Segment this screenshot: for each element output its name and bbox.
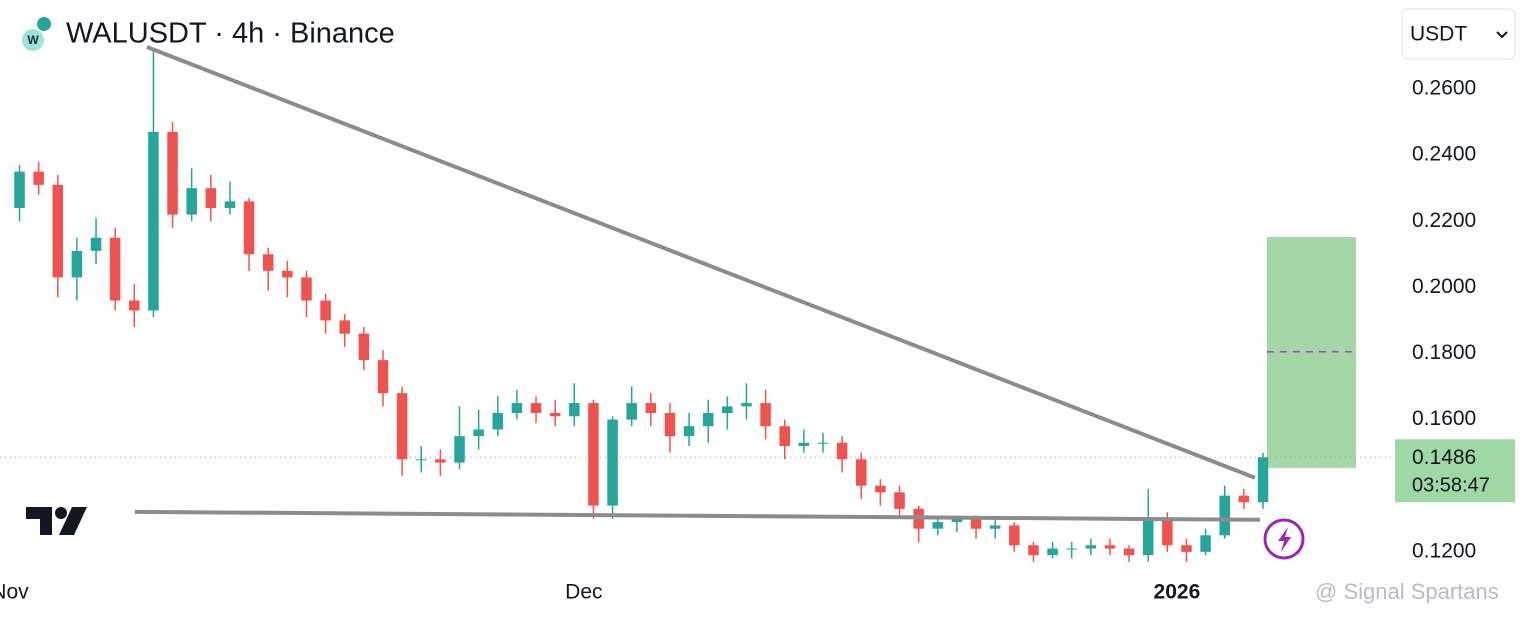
candle-body — [1028, 545, 1039, 556]
candle-body — [1238, 495, 1250, 503]
countdown-label: 03:58:47 — [1412, 475, 1490, 497]
y-tick-label: 0.2400 — [1412, 143, 1476, 166]
candle-body — [569, 403, 580, 417]
candle-body — [1085, 545, 1097, 549]
symbol-icon: W — [22, 17, 51, 51]
candle-body — [52, 184, 64, 278]
y-tick-label: 0.1800 — [1412, 341, 1476, 364]
candle-body — [301, 277, 312, 301]
candle-body — [798, 442, 810, 447]
candle-body — [1162, 518, 1173, 546]
lightning-icon[interactable] — [1263, 518, 1305, 560]
candle-body — [33, 171, 44, 185]
candle-body — [817, 442, 829, 444]
candle-body — [473, 429, 484, 437]
candle-body — [1219, 495, 1230, 536]
y-tick-label: 0.2000 — [1412, 275, 1476, 298]
candle-body — [989, 525, 1001, 529]
x-tick-label: Dec — [565, 581, 602, 604]
candle-body — [645, 403, 657, 413]
y-tick-label: 0.1600 — [1412, 407, 1476, 430]
candle-body — [243, 201, 255, 255]
dropdown-arrow — [1496, 31, 1508, 39]
candle-body — [320, 300, 331, 321]
candle-body — [396, 393, 408, 460]
candle-body — [855, 459, 867, 486]
candle-body — [1181, 545, 1192, 552]
chart-title: WALUSDT · 4h · Binance — [66, 18, 395, 50]
candle-body — [1142, 518, 1154, 556]
candle-body — [1066, 548, 1077, 550]
candle-body — [760, 403, 771, 427]
candle-body — [1104, 545, 1116, 549]
candle-body — [339, 320, 350, 334]
candle-body — [1257, 457, 1269, 503]
candle-body — [779, 426, 790, 447]
candle-body — [1123, 548, 1135, 556]
candle-body — [626, 403, 637, 420]
watermark: @ Signal Spartans — [1315, 579, 1499, 604]
candle-body — [415, 459, 427, 461]
candle-body — [607, 419, 618, 506]
candle-body — [435, 459, 446, 463]
candle-body — [511, 403, 523, 413]
candle-body — [186, 188, 197, 215]
candle-body — [14, 171, 25, 208]
candle-body — [167, 131, 178, 215]
candle-body — [71, 250, 83, 278]
candle-body — [205, 188, 217, 208]
candle-body — [129, 300, 140, 311]
candle-body — [454, 436, 465, 463]
y-tick-label: 0.2200 — [1412, 209, 1476, 232]
candle-body — [90, 237, 102, 251]
candle-body — [1200, 535, 1211, 552]
plot — [0, 45, 1399, 578]
candle-body — [951, 518, 963, 523]
candle-body — [262, 254, 274, 271]
candle-body — [148, 131, 159, 311]
y-tick-label: 0.1200 — [1412, 539, 1476, 562]
candle-body — [549, 412, 561, 417]
candle-body — [741, 403, 752, 407]
candle-body — [377, 360, 389, 394]
x-tick-label: Nov — [0, 581, 29, 604]
candle-body — [492, 412, 504, 430]
candle-body — [970, 518, 982, 529]
x-tick-label: 2026 — [1154, 581, 1201, 604]
candle-body — [932, 522, 944, 529]
candle-body — [894, 492, 905, 509]
candle-body — [530, 403, 542, 413]
currency-label: USDT — [1410, 23, 1467, 46]
candle-body — [875, 485, 886, 493]
candle-body — [702, 412, 714, 427]
currency-select[interactable] — [1401, 8, 1516, 60]
candle-body — [588, 403, 599, 506]
candle-body — [683, 426, 695, 437]
candle-body — [109, 237, 121, 301]
candle-body — [224, 201, 236, 208]
candle-body — [1009, 525, 1020, 546]
candle-body — [722, 406, 733, 413]
y-tick-label: 0.2600 — [1412, 76, 1476, 99]
candle-body — [1047, 548, 1058, 556]
candle-body — [358, 333, 370, 361]
last-price-label: 0.1486 — [1412, 446, 1476, 469]
tv-logo — [26, 507, 87, 535]
trendline — [146, 45, 1256, 480]
candle-body — [282, 270, 293, 278]
trendline — [134, 509, 1260, 522]
candle-body — [664, 412, 676, 437]
last-price-box — [1395, 439, 1515, 503]
candle-body — [836, 442, 848, 460]
svg-text:W: W — [27, 33, 39, 47]
